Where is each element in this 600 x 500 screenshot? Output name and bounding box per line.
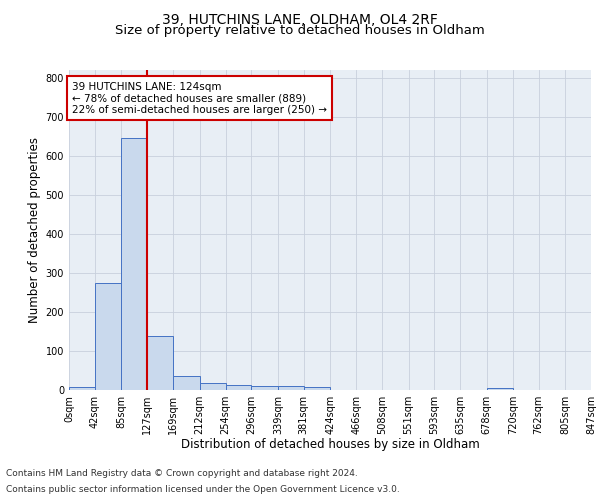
Bar — [173, 376, 200, 390]
Bar — [95, 282, 121, 390]
Bar — [226, 386, 251, 390]
Bar — [121, 138, 147, 390]
Text: Contains HM Land Registry data © Crown copyright and database right 2024.: Contains HM Land Registry data © Crown c… — [6, 468, 358, 477]
Text: Size of property relative to detached houses in Oldham: Size of property relative to detached ho… — [115, 24, 485, 37]
Text: 39 HUTCHINS LANE: 124sqm
← 78% of detached houses are smaller (889)
22% of semi-: 39 HUTCHINS LANE: 124sqm ← 78% of detach… — [72, 82, 327, 115]
Text: Contains public sector information licensed under the Open Government Licence v3: Contains public sector information licen… — [6, 485, 400, 494]
Bar — [147, 336, 173, 390]
Text: 39, HUTCHINS LANE, OLDHAM, OL4 2RF: 39, HUTCHINS LANE, OLDHAM, OL4 2RF — [162, 12, 438, 26]
Y-axis label: Number of detached properties: Number of detached properties — [28, 137, 41, 323]
Bar — [304, 387, 331, 390]
Bar — [278, 386, 304, 390]
Bar — [251, 386, 278, 390]
X-axis label: Distribution of detached houses by size in Oldham: Distribution of detached houses by size … — [181, 438, 479, 452]
Bar — [69, 387, 95, 390]
Bar — [487, 388, 513, 390]
Bar — [200, 383, 226, 390]
